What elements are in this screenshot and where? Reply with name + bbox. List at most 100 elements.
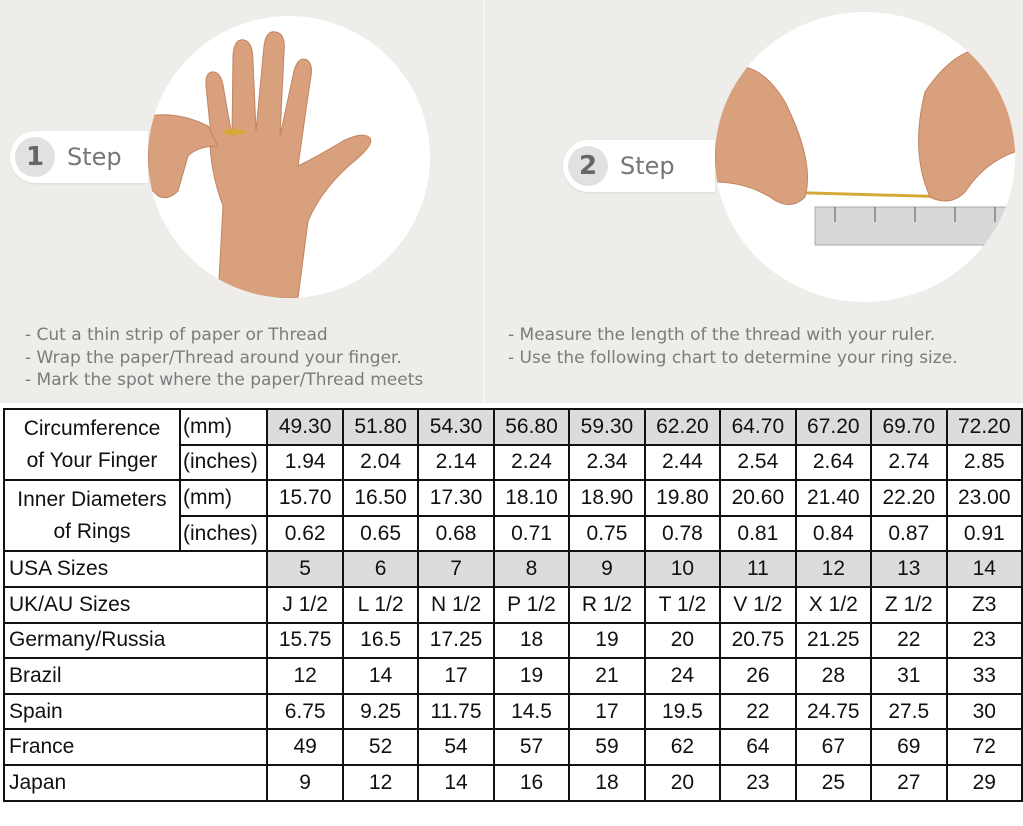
size-row: Germany/Russia 15.75 16.5 17.25 18 19 20 20.75 2… bbox=[2, 621, 1023, 660]
size-cell: 2.14 bbox=[417, 443, 495, 482]
size-cell: 14 bbox=[417, 763, 495, 802]
size-cell: 56.80 bbox=[492, 408, 571, 446]
size-cell: 20.75 bbox=[719, 621, 797, 660]
diameter-mm-row: Inner Diameters of Rings (mm) 15.70 16.50 17.… bbox=[3, 479, 1023, 553]
size-cell: 28 bbox=[794, 657, 873, 695]
size-cell: 19 bbox=[492, 657, 571, 695]
row-label: UK/AU Sizes bbox=[2, 585, 269, 624]
size-cell: 62.20 bbox=[643, 408, 722, 446]
size-cell: 2.44 bbox=[643, 443, 722, 482]
size-cell: 0.75 bbox=[568, 514, 646, 553]
size-cell: 6 bbox=[341, 550, 420, 588]
size-cell: 5 bbox=[266, 550, 344, 588]
size-cell: 20.60 bbox=[719, 479, 797, 517]
step-1-number: 1 bbox=[15, 137, 55, 177]
size-cell: 22 bbox=[870, 621, 948, 660]
size-row: France 49 52 54 57 59 62 64 67 69 72 bbox=[2, 728, 1023, 766]
size-cell: 0.87 bbox=[870, 514, 948, 553]
size-row: Japan 9 12 14 16 18 20 23 25 27 29 bbox=[2, 763, 1023, 802]
size-cell: 18 bbox=[492, 621, 571, 660]
size-cell: 2.24 bbox=[492, 443, 571, 482]
size-cell: 9 bbox=[568, 550, 646, 588]
size-cell: 14 bbox=[945, 550, 1023, 588]
size-cell: 18.10 bbox=[492, 479, 571, 517]
size-row: USA Sizes 5 6 7 8 9 10 11 12 13 14 bbox=[2, 550, 1023, 588]
step-2-badge: 2 Step bbox=[563, 140, 715, 192]
circumference-mm-row: Circumference of Your Finger (mm) 49.30 51.8… bbox=[3, 407, 1023, 482]
size-cell: 14.5 bbox=[492, 692, 571, 731]
size-cell: 25 bbox=[794, 763, 873, 802]
step-2-number: 2 bbox=[568, 146, 608, 186]
size-cell: 22.20 bbox=[870, 479, 948, 517]
row-label: USA Sizes bbox=[2, 550, 269, 588]
label-line: Circumference bbox=[23, 416, 161, 440]
size-cell: 17.30 bbox=[417, 479, 495, 517]
ruler-illustration bbox=[715, 12, 1015, 302]
size-cell: 0.78 bbox=[643, 514, 722, 553]
size-cell: 11.75 bbox=[417, 692, 495, 731]
size-cell: 23 bbox=[945, 621, 1023, 660]
label-line: of Rings bbox=[53, 519, 131, 543]
size-row: Spain 6.75 9.25 11.75 14.5 17 19.5 22 24.75 27.5 3… bbox=[2, 692, 1023, 731]
size-cell: P 1/2 bbox=[492, 585, 571, 624]
row-label: Germany/Russia bbox=[2, 621, 269, 660]
size-cell: 64.70 bbox=[719, 408, 797, 446]
step-2-label: Step bbox=[620, 152, 675, 180]
size-cell: V 1/2 bbox=[719, 585, 797, 624]
size-cell: 12 bbox=[341, 763, 420, 802]
size-cell: 59 bbox=[568, 728, 646, 766]
size-cell: 51.80 bbox=[341, 408, 420, 446]
size-cell: 72.20 bbox=[945, 408, 1023, 446]
size-cell: 64 bbox=[719, 728, 797, 766]
size-cell: 2.74 bbox=[870, 443, 948, 482]
label-line: Inner Diameters bbox=[17, 487, 167, 511]
size-cell: 24 bbox=[643, 657, 722, 695]
size-cell: 20 bbox=[643, 621, 722, 660]
size-row: UK/AU Sizes J 1/2 L 1/2 N 1/2 P 1/2 R 1/2 T 1/… bbox=[2, 585, 1023, 624]
size-cell: 22 bbox=[719, 692, 797, 731]
row-label: Spain bbox=[2, 692, 269, 731]
step-1-badge: 1 Step bbox=[10, 131, 148, 183]
size-cell: 20 bbox=[643, 763, 722, 802]
size-cell: 27 bbox=[870, 763, 948, 802]
size-cell: 0.71 bbox=[492, 514, 571, 553]
size-cell: 49.30 bbox=[266, 408, 344, 446]
unit-label: (inches) bbox=[178, 443, 269, 482]
size-cell: 67.20 bbox=[794, 408, 873, 446]
instruction-line: - Cut a thin strip of paper or Thread bbox=[25, 325, 328, 345]
size-cell: 33 bbox=[945, 657, 1023, 695]
size-cell: 69.70 bbox=[870, 408, 948, 446]
circumference-inches-row: (inches) 1.94 2.04 2.14 2.24 2.34 2.44 2.54 2.64… bbox=[4, 443, 1023, 482]
size-row: Brazil 12 14 17 19 21 24 26 28 31 33 bbox=[2, 657, 1023, 695]
size-cell: Z 1/2 bbox=[870, 585, 948, 624]
size-cell: 0.62 bbox=[266, 514, 344, 553]
row-label: Brazil bbox=[2, 657, 269, 695]
size-cell: T 1/2 bbox=[643, 585, 722, 624]
size-cell: 2.85 bbox=[945, 443, 1023, 482]
size-cell: 12 bbox=[266, 657, 344, 695]
unit-label: (inches) bbox=[178, 514, 269, 553]
step-1-label: Step bbox=[67, 143, 122, 171]
instruction-line: - Wrap the paper/Thread around your fing… bbox=[25, 347, 402, 368]
size-cell: J 1/2 bbox=[266, 585, 344, 624]
size-cell: X 1/2 bbox=[794, 585, 873, 624]
circumference-label: Circumference of Your Finger bbox=[3, 407, 181, 482]
size-cell: 2.54 bbox=[719, 443, 797, 482]
size-cell: 17.25 bbox=[417, 621, 495, 660]
size-cell: 49 bbox=[266, 728, 344, 766]
size-cell: 18.90 bbox=[568, 479, 646, 517]
size-cell: 0.68 bbox=[417, 514, 495, 553]
step-1-instructions: - Cut a thin strip of paper or Thread - … bbox=[25, 324, 423, 392]
size-cell: 27.5 bbox=[870, 692, 948, 731]
size-cell: 15.70 bbox=[266, 479, 344, 517]
size-cell: 23.00 bbox=[945, 479, 1023, 517]
size-cell: 13 bbox=[870, 550, 948, 588]
size-cell: 8 bbox=[492, 550, 571, 588]
size-cell: 19.80 bbox=[643, 479, 722, 517]
size-cell: 19 bbox=[568, 621, 646, 660]
size-cell: 7 bbox=[417, 550, 495, 588]
diameter-label: Inner Diameters of Rings bbox=[3, 479, 181, 553]
label-line: of Your Finger bbox=[26, 448, 158, 472]
size-cell: 24.75 bbox=[794, 692, 873, 731]
instruction-line: - Use the following chart to determine y… bbox=[508, 347, 958, 368]
